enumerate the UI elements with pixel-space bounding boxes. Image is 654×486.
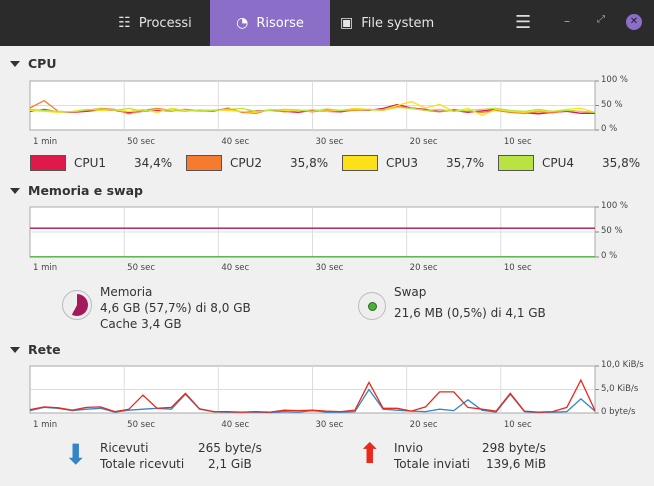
memory-pie-icon[interactable] <box>62 290 92 320</box>
cpu-x-tick: 50 sec <box>127 137 156 147</box>
swap-usage: 21,6 MB (0,5%) di 4,1 GB <box>394 306 546 320</box>
network-section-toggle[interactable]: Rete <box>10 342 61 357</box>
cpu-x-tick: 20 sec <box>409 137 438 147</box>
upload-arrow-icon: ⬆ <box>358 437 382 470</box>
cpu-y-tick: 50 % <box>601 99 623 110</box>
network-x-tick: 50 sec <box>127 420 156 430</box>
network-y-tick: 10,0 KiB/s <box>601 360 644 370</box>
received-label: Ricevuti <box>100 441 149 455</box>
cpu2-legend: CPU2 35,8% <box>186 155 328 171</box>
swap-pie-icon[interactable] <box>358 292 386 320</box>
cpu-y-tick: 0 % <box>601 124 618 134</box>
received-total-label: Totale ricevuti <box>100 457 185 471</box>
memory-y-tick: 100 % <box>601 201 629 211</box>
network-x-tick: 1 min <box>33 420 58 430</box>
send-rate: 298 byte/s <box>482 441 546 455</box>
gauge-icon: ◔ <box>236 15 249 31</box>
memory-cache: Cache 3,4 GB <box>100 317 182 331</box>
send-label: Invio <box>394 441 423 455</box>
download-arrow-icon: ⬇ <box>64 438 88 471</box>
cpu-y-tick: 100 % <box>601 75 629 85</box>
cpu1-color-swatch[interactable] <box>30 155 66 171</box>
cpu4-color-swatch[interactable] <box>498 155 534 171</box>
cpu3-legend: CPU3 35,7% <box>342 155 484 171</box>
network-x-tick: 10 sec <box>503 420 532 430</box>
cpu-x-tick: 40 sec <box>221 137 250 147</box>
header-bar: ☷ Processi ◔ Risorse ▣ File system ☰ – ⤢… <box>0 0 654 46</box>
network-series-invio <box>29 378 596 413</box>
cpu-series-cpu3 <box>29 100 596 117</box>
memory-x-tick: 10 sec <box>503 263 532 273</box>
memory-x-tick: 20 sec <box>409 263 438 273</box>
memory-x-tick: 50 sec <box>127 263 156 273</box>
network-y-tick: 0 byte/s <box>601 407 636 417</box>
tab-file-system[interactable]: ▣ File system <box>340 15 435 31</box>
memory-x-tick: 40 sec <box>221 263 250 273</box>
cpu-series-cpu4 <box>29 106 596 114</box>
tab-risorse[interactable]: ◔ Risorse <box>210 0 330 46</box>
cpu3-color-swatch[interactable] <box>342 155 378 171</box>
list-icon: ☷ <box>118 15 131 31</box>
swap-label: Swap <box>394 285 427 299</box>
expand-triangle-icon <box>10 60 20 67</box>
cpu-x-tick: 1 min <box>33 137 58 147</box>
cpu2-color-swatch[interactable] <box>186 155 222 171</box>
send-total-label: Totale inviati <box>394 457 470 471</box>
memory-x-tick: 1 min <box>33 263 58 273</box>
memory-section-toggle[interactable]: Memoria e swap <box>10 183 143 198</box>
send-total: 139,6 MiB <box>486 457 547 471</box>
cpu4-legend: CPU4 35,8% <box>498 155 640 171</box>
close-button[interactable]: ✕ <box>626 14 642 30</box>
memory-usage: 4,6 GB (57,7%) di 8,0 GB <box>100 301 251 315</box>
received-rate: 265 byte/s <box>198 441 262 455</box>
network-y-tick: 5,0 KiB/s <box>601 383 639 394</box>
network-x-tick: 40 sec <box>221 420 250 430</box>
expand-triangle-icon <box>10 187 20 194</box>
minimize-button[interactable]: – <box>564 14 570 28</box>
network-x-tick: 30 sec <box>315 420 344 430</box>
memory-y-tick: 50 % <box>601 226 623 236</box>
maximize-button[interactable]: ⤢ <box>597 14 605 25</box>
menu-icon[interactable]: ☰ <box>515 12 532 33</box>
memory-label: Memoria <box>100 285 153 299</box>
memory-x-tick: 30 sec <box>315 263 344 273</box>
network-x-tick: 20 sec <box>409 420 438 430</box>
disk-icon: ▣ <box>340 15 354 31</box>
tab-processi[interactable]: ☷ Processi <box>118 15 192 31</box>
cpu-x-tick: 10 sec <box>503 137 532 147</box>
cpu-section-toggle[interactable]: CPU <box>10 56 57 71</box>
memory-y-tick: 0 % <box>601 251 618 261</box>
expand-triangle-icon <box>10 346 20 353</box>
cpu-x-tick: 30 sec <box>315 137 344 147</box>
received-total: 2,1 GiB <box>208 457 252 471</box>
cpu1-legend: CPU1 34,4% <box>30 155 172 171</box>
